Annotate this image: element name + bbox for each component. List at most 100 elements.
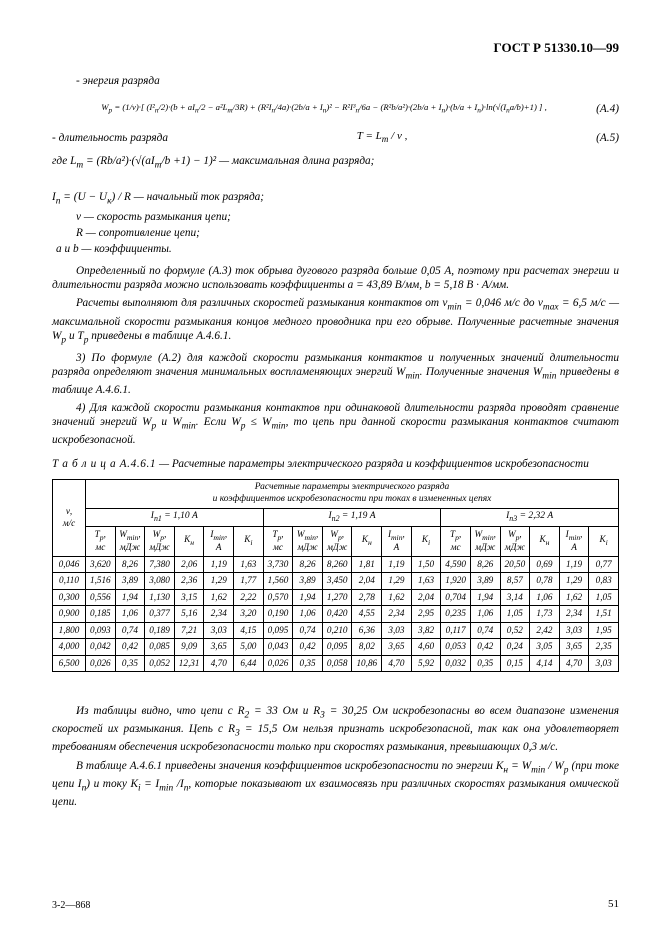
cell: 1,270 (322, 589, 352, 606)
th-subcol: Ki (589, 526, 619, 556)
cell: 1,05 (500, 606, 530, 623)
cell: 2,95 (411, 606, 441, 623)
cell: 0,83 (589, 573, 619, 590)
cell: 10,86 (352, 655, 382, 672)
cell: 8,260 (322, 556, 352, 573)
cell: 3,20 (234, 606, 264, 623)
cell: 3,89 (470, 573, 500, 590)
cell: 20,50 (500, 556, 530, 573)
cell: 1,62 (382, 589, 412, 606)
cell: 3,450 (322, 573, 352, 590)
cell: 0,085 (145, 639, 175, 656)
table-row: 6,5000,0260,350,05212,314,706,440,0260,3… (53, 655, 619, 672)
cell: 1,77 (234, 573, 264, 590)
cell: 3,080 (145, 573, 175, 590)
cell: 4,55 (352, 606, 382, 623)
cell: 1,95 (589, 622, 619, 639)
para-4: 4) Для каждой скорости размыкания контак… (52, 401, 619, 447)
cell: 4,70 (559, 655, 589, 672)
cell: 5,16 (174, 606, 204, 623)
formula-a4-body: Wp = (1/ν)·[ (I²n/2)·(b + aIn/2 − a²Lm/3… (101, 102, 547, 116)
cell: 4,60 (411, 639, 441, 656)
th-subcol: Kн (352, 526, 382, 556)
th-subcol: Kн (530, 526, 560, 556)
cell: 1,06 (115, 606, 145, 623)
cell: 5,92 (411, 655, 441, 672)
th-subcol: Wp,мДж (322, 526, 352, 556)
para-6: В таблице А.4.6.1 приведены значения коэ… (52, 759, 619, 809)
cell: 1,06 (470, 606, 500, 623)
para-2: Расчеты выполняют для различных скоросте… (52, 296, 619, 346)
th-subcols-row: Tp,мсWmin,мДжWp,мДжKнImin,АKiTp,мсWmin,м… (53, 526, 619, 556)
cell: 0,026 (86, 655, 116, 672)
cell: 1,29 (559, 573, 589, 590)
cell: 3,05 (530, 639, 560, 656)
cell-v: 0,900 (53, 606, 86, 623)
cell: 4,590 (441, 556, 471, 573)
cell: 1,516 (86, 573, 116, 590)
cell: 1,130 (145, 589, 175, 606)
th-subcol: Kн (174, 526, 204, 556)
cell: 2,34 (382, 606, 412, 623)
cell: 3,03 (559, 622, 589, 639)
cell: 1,63 (234, 556, 264, 573)
cell: 0,74 (115, 622, 145, 639)
th-subcol: Ki (411, 526, 441, 556)
cell: 0,058 (322, 655, 352, 672)
cell: 0,74 (470, 622, 500, 639)
cell: 4,70 (382, 655, 412, 672)
th-super: Расчетные параметры электрического разря… (86, 480, 619, 509)
cell: 2,06 (174, 556, 204, 573)
cell: 1,63 (411, 573, 441, 590)
table-body: 0,0463,6208,267,3802,061,191,633,7308,26… (53, 556, 619, 672)
cell: 4,70 (204, 655, 234, 672)
cell: 3,730 (263, 556, 293, 573)
cell: 9,09 (174, 639, 204, 656)
th-subcol: Tp,мс (441, 526, 471, 556)
cell: 1,560 (263, 573, 293, 590)
cell: 8,26 (293, 556, 323, 573)
cell: 4,14 (530, 655, 560, 672)
cell: 2,22 (234, 589, 264, 606)
cell: 0,095 (263, 622, 293, 639)
cell: 1,06 (293, 606, 323, 623)
cell: 0,053 (441, 639, 471, 656)
cell: 3,65 (204, 639, 234, 656)
cell: 1,94 (115, 589, 145, 606)
table-caption-lead: Т а б л и ц а А.4.6.1 (52, 458, 156, 470)
where-v: ν — скорость размыкания цепи; (76, 210, 619, 224)
cell: 8,26 (470, 556, 500, 573)
cell: 0,420 (322, 606, 352, 623)
th-subcol: Imin,А (382, 526, 412, 556)
cell: 0,704 (441, 589, 471, 606)
cell: 0,189 (145, 622, 175, 639)
cell: 0,15 (500, 655, 530, 672)
cell: 3,65 (382, 639, 412, 656)
cell: 1,94 (293, 589, 323, 606)
th-g3: In3 = 2,32 А (441, 508, 619, 526)
cell: 4,15 (234, 622, 264, 639)
cell: 2,42 (530, 622, 560, 639)
cell: 0,52 (500, 622, 530, 639)
cell: 1,05 (589, 589, 619, 606)
table-row: 0,9000,1851,060,3775,162,343,200,1901,06… (53, 606, 619, 623)
cell: 3,14 (500, 589, 530, 606)
cell: 0,556 (86, 589, 116, 606)
cell-v: 6,500 (53, 655, 86, 672)
cell: 3,03 (589, 655, 619, 672)
doc-id: ГОСТ Р 51330.10—99 (52, 40, 619, 56)
cell: 2,78 (352, 589, 382, 606)
cell: 0,74 (293, 622, 323, 639)
formula-a5-num: (A.5) (596, 131, 619, 145)
cell: 0,043 (263, 639, 293, 656)
cell: 1,62 (204, 589, 234, 606)
th-g1: In1 = 1,10 А (86, 508, 264, 526)
cell: 1,06 (530, 589, 560, 606)
table-row: 0,3000,5561,941,1303,151,622,220,5701,94… (53, 589, 619, 606)
th-subcol: Tp,мс (86, 526, 116, 556)
cell: 8,57 (500, 573, 530, 590)
cell: 1,81 (352, 556, 382, 573)
cell: 0,35 (115, 655, 145, 672)
where-r: R — сопротивление цепи; (76, 226, 619, 240)
cell-v: 0,046 (53, 556, 86, 573)
